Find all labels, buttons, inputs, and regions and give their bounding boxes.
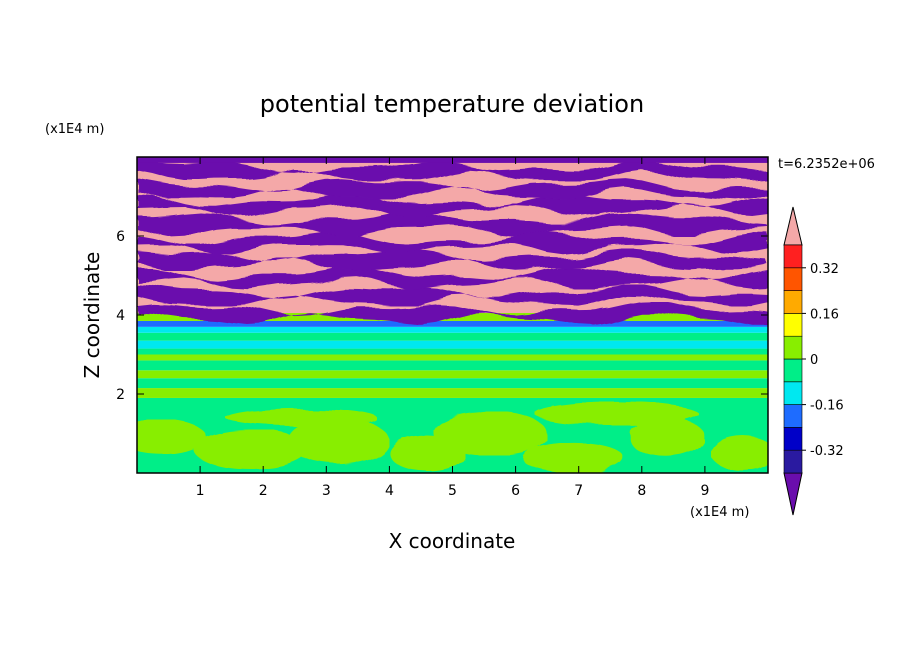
colorbar-segment [783,449,803,474]
colorbar-segment [783,335,803,360]
colorbar-segment [783,427,803,451]
field-purple-band [137,266,768,290]
colorbar-segment [783,290,803,314]
field-layer [137,332,768,341]
field-blob [629,417,705,458]
colorbar-tick-label: -0.16 [810,399,844,414]
field-blob [433,411,548,456]
x-tick-label: 3 [322,483,331,499]
colorbar-tick-label: -0.32 [810,444,844,459]
colorbar-max-arrow [783,206,803,246]
field-blob [225,407,377,428]
field-purple-band [137,160,768,182]
field-purple-band [137,211,768,237]
colorbar-tick-label: 0.32 [810,262,839,277]
x-tick-label: 4 [385,483,394,499]
colorbar-min-arrow [783,472,803,516]
time-label: t=6.2352e+06 [778,157,875,172]
field-layer [137,348,768,355]
x-tick-label: 7 [574,483,583,499]
field-purple-band [137,248,768,271]
x-tick-label: 2 [259,483,268,499]
x-axis-label: X coordinate [389,529,516,553]
field-layer [137,388,768,398]
contour-field [137,157,768,473]
field-blob [288,417,390,466]
x-axis: 1 2 3 4 5 6 7 8 9 [196,157,709,499]
field-blob [711,435,768,472]
colorbar-tick-label: 0 [810,353,818,368]
field-blob [521,441,623,473]
y-tick-label: 2 [116,387,125,403]
field-purple-band [137,178,768,200]
field-layer [137,326,768,333]
field-blob [193,429,308,470]
colorbar-segment [783,267,803,291]
colorbar-segment [783,313,803,337]
colorbar-segment [783,358,803,383]
colorbar: 0.32 0.16 0 -0.16 -0.32 [783,206,844,516]
x-tick-label: 9 [700,483,709,499]
x-unit-label: (x1E4 m) [690,505,749,520]
y-axis: 2 4 6 [116,229,768,403]
x-tick-label: 5 [448,483,457,499]
colorbar-segment [783,404,803,428]
x-tick-label: 8 [637,483,646,499]
colorbar-tick-label: 0.16 [810,307,839,322]
field-blob [137,419,207,456]
field-layer [137,354,768,361]
x-tick-label: 1 [196,483,205,499]
field-layer [137,370,768,379]
y-tick-label: 6 [116,229,125,245]
field-purple-band [137,302,768,325]
field-blob [534,401,699,426]
y-tick-label: 4 [116,308,125,324]
colorbar-segment [783,381,803,405]
field-layer [137,340,768,349]
chart-title: potential temperature deviation [260,90,644,118]
field-purple-band [137,284,768,307]
field-purple-band [137,230,768,255]
field-layer [137,360,768,371]
field-layer [137,320,768,327]
y-axis-label: Z coordinate [80,252,104,379]
x-tick-label: 6 [511,483,520,499]
field-purple-band [137,193,768,217]
field-layer [137,378,768,389]
colorbar-segment [783,244,803,269]
y-unit-label: (x1E4 m) [45,122,104,137]
